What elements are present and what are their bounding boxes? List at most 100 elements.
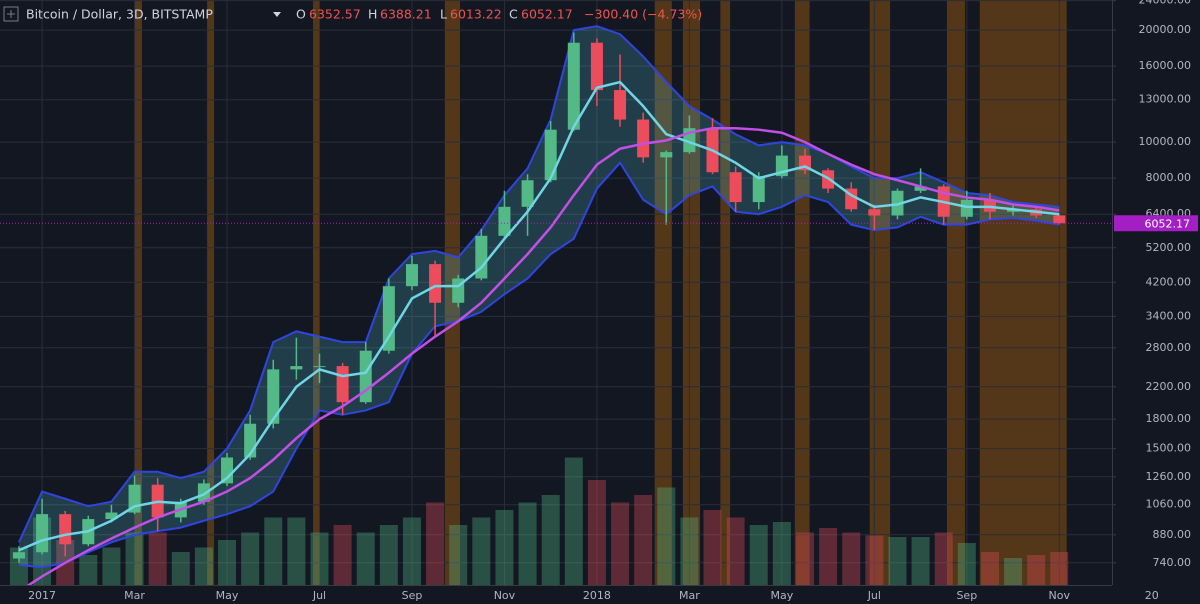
candle-body <box>59 514 72 545</box>
candle-body <box>475 235 488 279</box>
y-tick-label: 3400.00 <box>1146 309 1192 322</box>
highlight-band <box>207 0 215 585</box>
volume-bar <box>402 517 421 585</box>
volume-bar <box>264 517 283 585</box>
x-tick-label: 2018 <box>583 589 611 602</box>
close-value: 6052.17 <box>521 7 573 22</box>
volume-bar <box>657 487 676 585</box>
candle-body <box>914 186 927 191</box>
volume-bar <box>587 480 606 585</box>
volume-bar <box>795 532 814 585</box>
last-price-label: 6052.17 <box>1145 217 1191 230</box>
open-letter: O <box>296 7 306 22</box>
y-tick-label: 4200.00 <box>1146 275 1192 288</box>
volume-bar <box>495 510 514 585</box>
change: −300.40 (−4.73%) <box>584 7 702 22</box>
candle-body <box>868 209 881 216</box>
high-value: 6388.21 <box>380 7 432 22</box>
candle-body <box>36 514 49 553</box>
x-tick-label: May <box>770 589 793 602</box>
volume-bar <box>564 457 583 585</box>
x-tick-label: Nov <box>1049 589 1071 602</box>
x-tick-label: Nov <box>494 589 516 602</box>
volume-bar <box>1027 555 1046 585</box>
volume-bar <box>102 547 121 585</box>
highlight-band <box>134 0 142 585</box>
candle-body <box>382 286 395 351</box>
highlight-band <box>720 0 731 585</box>
volume-bar <box>541 495 560 585</box>
candle-body <box>405 264 418 287</box>
volume-bar <box>194 547 213 585</box>
volume-bar <box>1050 552 1069 585</box>
candle-body <box>567 42 580 130</box>
volume-bar <box>218 540 237 585</box>
volume-bar <box>241 532 260 585</box>
x-tick-label: Jul <box>312 589 326 602</box>
low-letter: L <box>440 7 447 22</box>
highlight-band <box>682 0 701 585</box>
candle-body <box>267 369 280 424</box>
candle-body <box>221 457 234 484</box>
volume-bar <box>980 552 999 585</box>
volume-bar <box>911 537 930 585</box>
y-tick-label: 880.00 <box>1153 528 1192 541</box>
x-tick-label: Mar <box>124 589 145 602</box>
dropdown-arrow[interactable] <box>273 12 281 17</box>
volume-bar <box>1004 558 1023 585</box>
volume-bar <box>957 543 976 585</box>
volume-bar <box>934 532 953 585</box>
x-tick-label: Jul <box>867 589 881 602</box>
volume-bar <box>865 535 884 585</box>
expand-icon[interactable] <box>3 6 19 22</box>
y-tick-label: 2800.00 <box>1146 341 1192 354</box>
candle-body <box>960 199 973 217</box>
candle-body <box>660 152 673 158</box>
volume-bar <box>310 532 329 585</box>
high-letter: H <box>368 7 377 22</box>
highlight-band <box>946 0 965 585</box>
candle-body <box>290 366 303 370</box>
volume-bar <box>287 517 306 585</box>
y-tick-label: 24000.00 <box>1139 0 1192 7</box>
candle-body <box>614 90 627 120</box>
candle-body <box>752 176 765 203</box>
price-axis-panel <box>1112 0 1200 604</box>
volume-bar <box>680 517 699 585</box>
volume-bar <box>819 528 838 585</box>
candle-body <box>429 264 442 303</box>
moving-average <box>26 126 1060 585</box>
y-tick-label: 1800.00 <box>1146 412 1192 425</box>
band-lower <box>18 161 1060 569</box>
volume-bar <box>148 532 167 585</box>
candle-body <box>729 172 742 203</box>
y-tick-label: 20000.00 <box>1139 23 1192 36</box>
plot-area <box>0 0 1112 585</box>
volume-bar <box>125 532 144 585</box>
x-tick-label: 2017 <box>28 589 56 602</box>
highlight-band <box>869 0 891 585</box>
x-tick-label: May <box>216 589 239 602</box>
volume-bar <box>379 525 398 585</box>
y-tick-label: 740.00 <box>1153 556 1192 569</box>
y-tick-label: 10000.00 <box>1139 135 1192 148</box>
volume-bar <box>749 525 768 585</box>
low-value: 6013.22 <box>450 7 502 22</box>
candle-body <box>12 552 25 559</box>
volume-bar <box>356 532 375 585</box>
header: Bitcoin / Dollar, 3D, BITSTAMP O 6352.57… <box>3 6 702 22</box>
volume-bar <box>703 510 722 585</box>
close-letter: C <box>509 7 518 22</box>
y-tick-label: 16000.00 <box>1139 59 1192 72</box>
x-tick-label: 20 <box>1145 589 1159 602</box>
candle-body <box>197 483 210 502</box>
candle-body <box>498 206 511 236</box>
volume-bar <box>449 525 468 585</box>
symbol-title[interactable]: Bitcoin / Dollar, 3D, BITSTAMP <box>26 7 213 22</box>
volume-bar <box>171 552 190 585</box>
y-tick-label: 13000.00 <box>1139 93 1192 106</box>
highlight-band <box>979 0 1067 585</box>
volume-bar <box>842 532 861 585</box>
x-tick-label: Mar <box>679 589 700 602</box>
volume-bar <box>888 537 907 585</box>
